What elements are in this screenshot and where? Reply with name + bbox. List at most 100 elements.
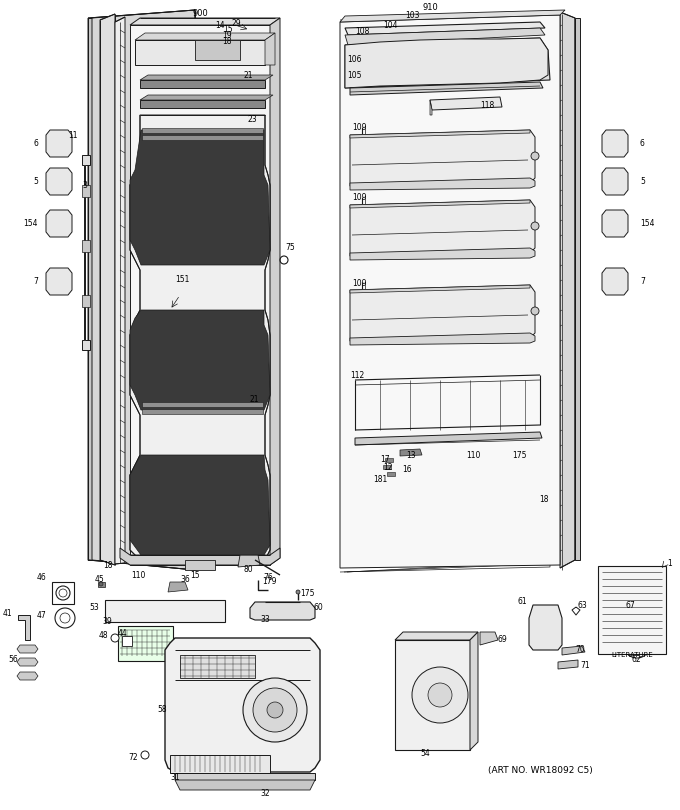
Polygon shape (238, 555, 260, 567)
Circle shape (59, 589, 67, 597)
Circle shape (60, 613, 70, 623)
Polygon shape (430, 100, 432, 115)
Polygon shape (82, 155, 90, 350)
Polygon shape (602, 210, 628, 237)
Text: 69: 69 (497, 636, 507, 645)
Polygon shape (17, 658, 38, 666)
Polygon shape (350, 200, 535, 256)
Polygon shape (350, 82, 543, 95)
Circle shape (56, 586, 70, 600)
Polygon shape (195, 40, 240, 60)
Text: 46: 46 (36, 573, 46, 582)
Text: 5: 5 (640, 177, 645, 185)
Bar (118, 626, 173, 661)
Polygon shape (46, 130, 72, 157)
Polygon shape (18, 615, 30, 640)
Text: 106: 106 (347, 56, 362, 65)
Text: 76: 76 (263, 573, 273, 582)
Text: 104: 104 (383, 20, 398, 29)
Polygon shape (602, 168, 628, 195)
Text: 154: 154 (640, 219, 654, 228)
Polygon shape (140, 80, 265, 88)
Text: 75: 75 (285, 244, 294, 253)
Text: 33: 33 (260, 616, 270, 625)
Polygon shape (46, 268, 72, 295)
Bar (52, 582, 74, 604)
Text: 12: 12 (383, 463, 392, 472)
Circle shape (111, 634, 119, 642)
Text: 18: 18 (103, 561, 113, 569)
Text: 21: 21 (249, 395, 258, 404)
Circle shape (629, 637, 645, 653)
Polygon shape (529, 605, 562, 650)
Polygon shape (612, 608, 635, 626)
Polygon shape (120, 548, 280, 565)
Polygon shape (130, 130, 270, 265)
Text: 58: 58 (157, 706, 167, 714)
Text: 80: 80 (243, 565, 253, 574)
Polygon shape (82, 185, 90, 197)
Polygon shape (350, 285, 530, 293)
Polygon shape (140, 100, 265, 108)
Circle shape (267, 702, 283, 718)
Polygon shape (130, 115, 270, 560)
Text: 47: 47 (36, 611, 46, 620)
Text: 23: 23 (247, 116, 256, 125)
Text: 67: 67 (625, 600, 634, 609)
Polygon shape (168, 582, 188, 592)
Circle shape (296, 590, 300, 594)
Text: 7: 7 (640, 276, 645, 285)
Polygon shape (130, 25, 270, 565)
Polygon shape (175, 773, 315, 780)
Polygon shape (350, 130, 535, 186)
Polygon shape (400, 449, 422, 456)
Bar (122, 636, 132, 646)
Bar (598, 566, 666, 654)
Text: 36: 36 (180, 575, 190, 585)
Text: 31: 31 (170, 774, 180, 782)
Polygon shape (17, 645, 38, 653)
Polygon shape (88, 18, 92, 560)
Text: 900: 900 (192, 10, 208, 19)
Polygon shape (395, 640, 470, 750)
Text: 109: 109 (352, 123, 367, 133)
Polygon shape (470, 632, 478, 750)
Polygon shape (46, 168, 72, 195)
Polygon shape (350, 130, 530, 138)
Text: 110: 110 (466, 451, 480, 461)
Polygon shape (130, 18, 280, 25)
Circle shape (253, 688, 297, 732)
Text: 45: 45 (95, 575, 105, 585)
Bar (105, 600, 225, 622)
Text: 32: 32 (260, 788, 270, 798)
Polygon shape (395, 632, 478, 640)
Polygon shape (46, 210, 72, 237)
Text: 63: 63 (578, 600, 588, 609)
Polygon shape (480, 632, 498, 645)
Text: 15: 15 (223, 25, 233, 35)
Text: 70: 70 (575, 646, 585, 654)
Polygon shape (98, 582, 105, 587)
Polygon shape (383, 465, 391, 469)
Polygon shape (340, 10, 565, 22)
Bar (170, 755, 270, 773)
Polygon shape (575, 18, 580, 560)
Text: 61: 61 (517, 598, 527, 607)
Polygon shape (350, 333, 535, 345)
Polygon shape (350, 178, 535, 190)
Polygon shape (385, 458, 393, 462)
Polygon shape (135, 33, 275, 40)
Text: 44: 44 (117, 629, 127, 637)
Polygon shape (345, 38, 548, 88)
Text: 179: 179 (262, 578, 277, 586)
Text: 3: 3 (82, 181, 87, 190)
Text: 13: 13 (406, 450, 415, 459)
Text: 6: 6 (640, 139, 645, 147)
Text: 53: 53 (89, 603, 99, 612)
Text: 103: 103 (405, 11, 420, 20)
Text: (ART NO. WR18092 C5): (ART NO. WR18092 C5) (488, 765, 592, 774)
Circle shape (412, 667, 468, 723)
Polygon shape (185, 560, 215, 570)
Polygon shape (142, 409, 263, 414)
Text: 29: 29 (232, 19, 241, 28)
